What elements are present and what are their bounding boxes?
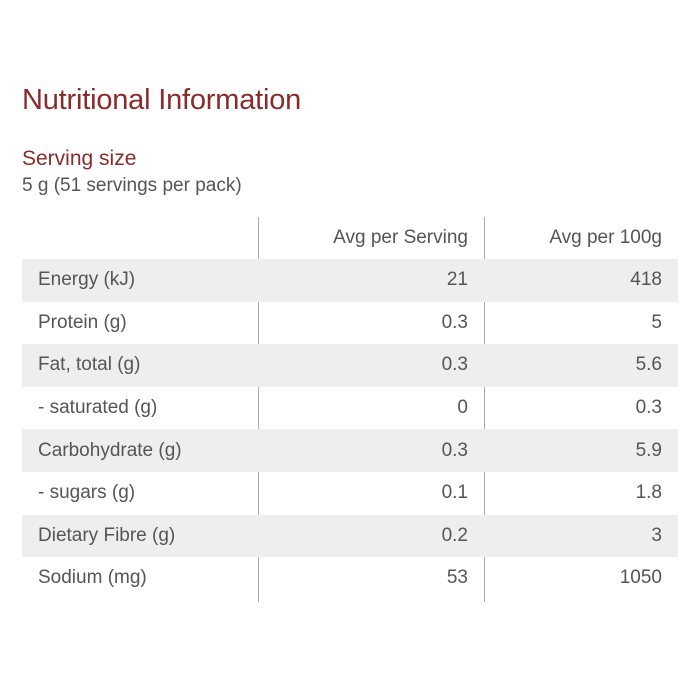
per-100g-value: 5.9: [635, 439, 662, 461]
per-serving-value: 0.3: [441, 311, 468, 333]
header-per-serving: Avg per Serving: [333, 227, 468, 248]
serving-size-label: Serving size: [22, 147, 137, 170]
serving-size-value: 5 g (51 servings per pack): [22, 175, 242, 196]
table-row: Fat, total (g) 0.3 5.6: [22, 344, 678, 387]
table-row: - sugars (g) 0.1 1.8: [22, 472, 678, 515]
table-row: Protein (g) 0.3 5: [22, 302, 678, 345]
per-serving-value: 53: [446, 567, 468, 589]
table-row: Sodium (mg) 53 1050: [22, 557, 678, 600]
column-divider: [258, 217, 259, 602]
page-title: Nutritional Information: [22, 84, 302, 116]
table-row: Dietary Fibre (g) 0.2 3: [22, 514, 678, 558]
table-header-row: Avg per Serving Avg per 100g: [22, 217, 678, 259]
per-serving-value: 0.3: [441, 354, 468, 376]
per-100g-value: 0.3: [635, 397, 662, 419]
nutrient-name: Protein (g): [38, 311, 127, 333]
nutrient-name: Energy (kJ): [38, 269, 136, 291]
table-row: Carbohydrate (g) 0.3 5.9: [22, 429, 678, 472]
per-100g-value: 5: [651, 311, 662, 333]
nutrient-name: - saturated (g): [38, 397, 158, 419]
nutrient-name: - sugars (g): [38, 482, 136, 504]
nutrient-name: Carbohydrate (g): [38, 439, 182, 461]
per-serving-value: 0.3: [441, 439, 468, 461]
per-serving-value: 0.1: [441, 482, 468, 504]
per-100g-value: 1.8: [635, 482, 662, 504]
nutrient-name: Sodium (mg): [38, 567, 147, 589]
nutrient-name: Fat, total (g): [38, 354, 141, 376]
per-serving-value: 0: [457, 397, 468, 419]
per-serving-value: 21: [446, 269, 468, 291]
table-row: Energy (kJ) 21 418: [22, 259, 678, 302]
per-100g-value: 1050: [619, 567, 662, 589]
header-per-100g: Avg per 100g: [549, 227, 662, 248]
column-divider: [484, 217, 485, 602]
nutrient-name: Dietary Fibre (g): [38, 524, 176, 546]
nutrition-table: Avg per Serving Avg per 100g Energy (kJ)…: [22, 217, 678, 602]
per-100g-value: 3: [651, 524, 662, 546]
table-row: - saturated (g) 0 0.3: [22, 387, 678, 430]
per-100g-value: 5.6: [635, 354, 662, 376]
per-100g-value: 418: [630, 269, 662, 291]
per-serving-value: 0.2: [441, 524, 468, 546]
